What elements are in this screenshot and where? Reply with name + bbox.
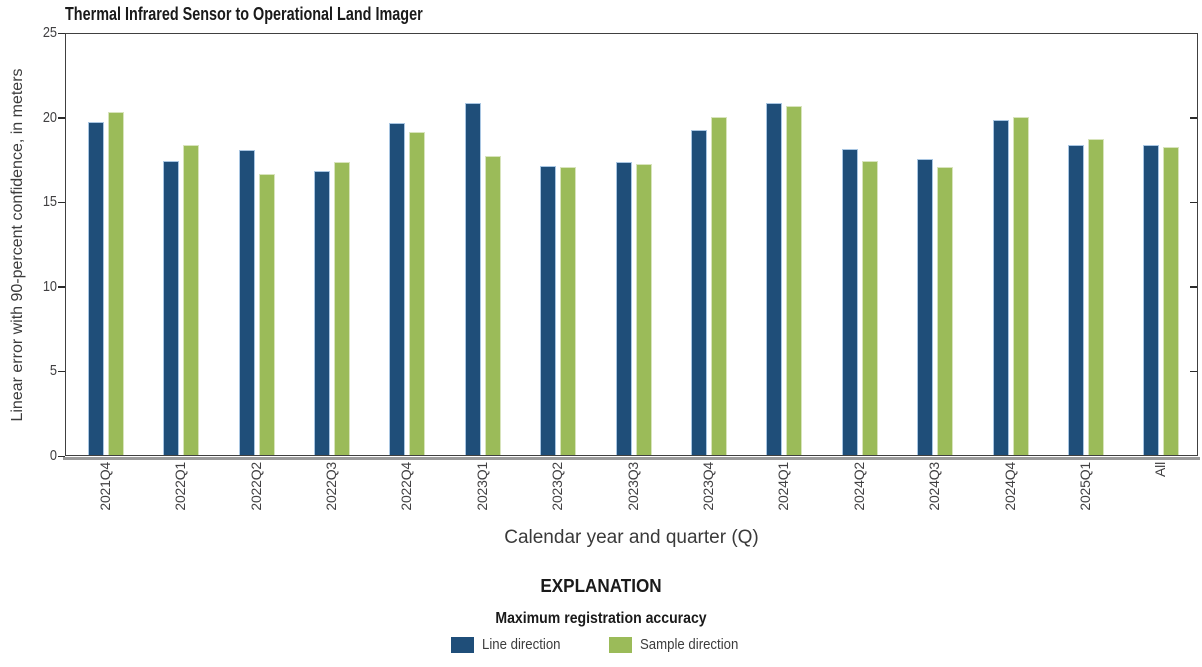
plot-area bbox=[65, 33, 1198, 456]
legend-item-line-direction: Line direction bbox=[450, 636, 571, 653]
bar-sample-direction-2023q3 bbox=[635, 164, 652, 455]
bar-line-direction-2022q2 bbox=[238, 150, 255, 455]
bar-sample-direction-all bbox=[1163, 147, 1180, 455]
explanation-block: EXPLANATION Maximum registration accurac… bbox=[0, 576, 1202, 653]
bar-sample-direction-2024q1 bbox=[786, 106, 803, 455]
bar-sample-direction-2025q1 bbox=[1087, 138, 1104, 455]
legend: Line direction Sample direction bbox=[0, 636, 1202, 653]
bar-line-direction-2023q4 bbox=[690, 130, 707, 455]
explanation-heading: EXPLANATION bbox=[540, 576, 662, 596]
y-tick-mark-right-15 bbox=[1190, 201, 1197, 204]
bar-sample-direction-2023q2 bbox=[560, 167, 577, 455]
bar-line-direction-2024q2 bbox=[841, 148, 858, 455]
y-axis-title: Linear error with 90-percent confidence,… bbox=[9, 68, 26, 422]
y-tick-mark-left-25 bbox=[58, 32, 65, 34]
y-tick-mark-left-15 bbox=[58, 201, 65, 204]
legend-title: Maximum registration accuracy bbox=[495, 610, 707, 627]
y-tick-label-15: 15 bbox=[42, 193, 57, 211]
bar-line-direction-2024q4 bbox=[992, 120, 1009, 455]
bar-line-direction-2022q3 bbox=[313, 170, 330, 455]
bar-line-direction-2022q4 bbox=[389, 123, 406, 455]
x-axis-baseline bbox=[63, 457, 1200, 460]
legend-label: Sample direction bbox=[639, 636, 739, 653]
y-tick-mark-left-20 bbox=[58, 117, 65, 119]
y-tick-mark-left-10 bbox=[58, 286, 65, 288]
chart-title: Thermal Infrared Sensor to Operational L… bbox=[65, 4, 423, 24]
y-tick-label-0: 0 bbox=[49, 447, 57, 464]
bar-line-direction-2023q3 bbox=[615, 162, 632, 455]
legend-swatch-sample-direction bbox=[608, 636, 632, 653]
x-axis-title: Calendar year and quarter (Q) bbox=[504, 527, 759, 548]
y-tick-label-10: 10 bbox=[42, 277, 57, 295]
y-tick-mark-right-10 bbox=[1190, 286, 1197, 288]
bar-sample-direction-2024q3 bbox=[937, 167, 954, 455]
y-tick-mark-right-5 bbox=[1190, 370, 1197, 373]
legend-swatch-line-direction bbox=[450, 636, 474, 653]
bar-sample-direction-2024q4 bbox=[1012, 116, 1029, 455]
bar-sample-direction-2023q4 bbox=[710, 116, 727, 455]
y-tick-mark-right-20 bbox=[1190, 117, 1197, 119]
y-tick-label-5: 5 bbox=[49, 362, 57, 380]
bar-sample-direction-2022q4 bbox=[409, 131, 426, 455]
bar-line-direction-2024q3 bbox=[917, 158, 934, 455]
bar-sample-direction-2022q3 bbox=[333, 162, 350, 455]
legend-label: Line direction bbox=[481, 636, 561, 653]
y-tick-label-25: 25 bbox=[42, 24, 57, 41]
y-tick-mark-left-5 bbox=[58, 370, 65, 373]
bar-sample-direction-2024q2 bbox=[861, 160, 878, 455]
bar-line-direction-2023q2 bbox=[540, 165, 557, 455]
bar-sample-direction-2022q1 bbox=[183, 145, 200, 455]
y-tick-label-20: 20 bbox=[42, 108, 57, 126]
bar-line-direction-2021q4 bbox=[87, 121, 104, 455]
bar-line-direction-2025q1 bbox=[1067, 145, 1084, 455]
bar-sample-direction-2023q1 bbox=[484, 155, 501, 455]
bar-line-direction-2022q1 bbox=[163, 160, 180, 455]
bar-sample-direction-2022q2 bbox=[258, 174, 275, 455]
legend-item-sample-direction: Sample direction bbox=[608, 636, 752, 653]
y-tick-mark-left-0 bbox=[58, 455, 65, 457]
bar-line-direction-2023q1 bbox=[464, 103, 481, 455]
bar-line-direction-all bbox=[1143, 145, 1160, 455]
bar-line-direction-2024q1 bbox=[766, 103, 783, 455]
bar-sample-direction-2021q4 bbox=[107, 111, 124, 455]
